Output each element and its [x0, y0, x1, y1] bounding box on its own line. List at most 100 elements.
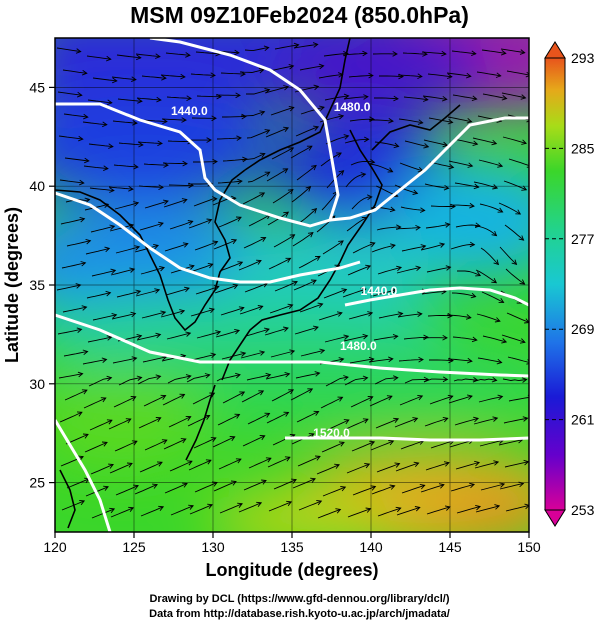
streamline — [137, 141, 163, 144]
streamline-arrow — [394, 462, 401, 468]
streamline — [324, 95, 349, 101]
streamline — [88, 143, 113, 148]
streamline — [447, 358, 472, 362]
streamline — [117, 98, 142, 102]
streamline-arrow — [312, 42, 319, 48]
streamline-arrow — [112, 77, 118, 84]
streamline-arrow — [441, 50, 447, 57]
colorbar-tick-label: 277 — [571, 231, 595, 247]
streamline — [377, 266, 402, 275]
streamline — [474, 225, 497, 236]
streamline — [189, 263, 213, 273]
streamline — [394, 417, 418, 428]
streamline — [395, 462, 419, 472]
streamline — [321, 441, 345, 453]
streamline-arrow — [515, 209, 522, 215]
streamline-arrow — [131, 76, 137, 83]
streamline-arrow — [447, 312, 453, 319]
streamline-arrow — [241, 113, 247, 120]
streamline-arrow — [338, 357, 345, 363]
streamline-arrow — [498, 298, 505, 304]
streamline — [400, 206, 425, 211]
streamline — [113, 396, 136, 408]
streamline-arrow — [469, 482, 476, 489]
streamline-arrow — [338, 441, 345, 447]
streamline-arrow — [467, 357, 473, 364]
streamline — [144, 439, 167, 451]
streamline — [501, 334, 526, 343]
streamline — [274, 281, 298, 292]
streamline — [190, 308, 215, 317]
streamline-arrow — [204, 373, 211, 379]
streamline — [477, 357, 502, 363]
streamline — [193, 437, 216, 449]
height-contours — [55, 38, 529, 532]
streamline-arrow — [187, 220, 194, 226]
streamline-arrow — [314, 455, 321, 461]
streamline — [425, 462, 450, 471]
streamline-arrow — [287, 189, 294, 195]
streamline-arrow — [282, 168, 289, 174]
streamline-arrow — [75, 48, 82, 54]
streamline — [140, 506, 164, 517]
streamline-arrow — [412, 417, 419, 423]
streamline — [264, 327, 289, 336]
colorbar-tick-label: 293 — [571, 50, 595, 66]
streamline-arrow — [519, 338, 526, 344]
streamline — [219, 503, 243, 514]
streamline — [424, 183, 449, 189]
streamline-arrow — [465, 72, 472, 79]
streamline-arrow — [157, 140, 163, 147]
streamline-arrow — [76, 91, 83, 98]
streamline — [138, 417, 161, 429]
streamline — [404, 140, 429, 148]
streamline — [166, 332, 191, 340]
streamline-arrow — [423, 334, 429, 341]
streamline-arrow — [368, 72, 374, 79]
streamline-arrow — [288, 389, 295, 395]
streamline — [246, 129, 270, 139]
contour-label: 1480.0 — [340, 339, 377, 353]
streamline-arrow — [286, 500, 293, 507]
streamline-arrow — [465, 314, 472, 320]
streamline-arrow — [284, 371, 291, 378]
streamline — [505, 268, 525, 285]
streamline — [290, 145, 313, 159]
streamline — [218, 458, 242, 470]
streamline — [213, 481, 237, 492]
streamline — [325, 376, 349, 387]
streamline — [300, 106, 325, 115]
streamline-arrow — [470, 292, 477, 299]
streamline-arrow — [365, 264, 372, 270]
streamline-arrow — [447, 394, 454, 401]
streamline — [454, 417, 479, 426]
streamline-arrow — [423, 96, 429, 102]
streamline — [91, 269, 116, 277]
streamline-arrow — [466, 118, 473, 124]
streamline — [343, 96, 368, 100]
streamline-arrow — [370, 485, 377, 491]
streamline — [113, 164, 138, 168]
streamline-arrow — [497, 207, 504, 213]
streamline — [404, 378, 429, 384]
streamline-arrow — [261, 479, 267, 485]
streamline — [66, 240, 91, 247]
streamline — [114, 440, 138, 452]
streamline — [143, 395, 166, 407]
streamline — [188, 219, 212, 229]
streamline — [222, 158, 247, 162]
streamline-arrow — [239, 391, 246, 397]
streamline — [474, 461, 499, 469]
contour-1520-east — [285, 436, 529, 442]
streamline-arrow — [128, 506, 135, 512]
streamline-arrow — [318, 63, 325, 70]
streamline — [135, 289, 160, 297]
streamline — [449, 204, 475, 207]
streamline — [504, 224, 524, 241]
streamline — [108, 418, 131, 430]
streamline — [62, 69, 87, 74]
streamline-arrow — [211, 481, 218, 487]
streamline-arrow — [211, 115, 217, 122]
streamline — [170, 505, 194, 516]
streamline — [401, 484, 425, 494]
